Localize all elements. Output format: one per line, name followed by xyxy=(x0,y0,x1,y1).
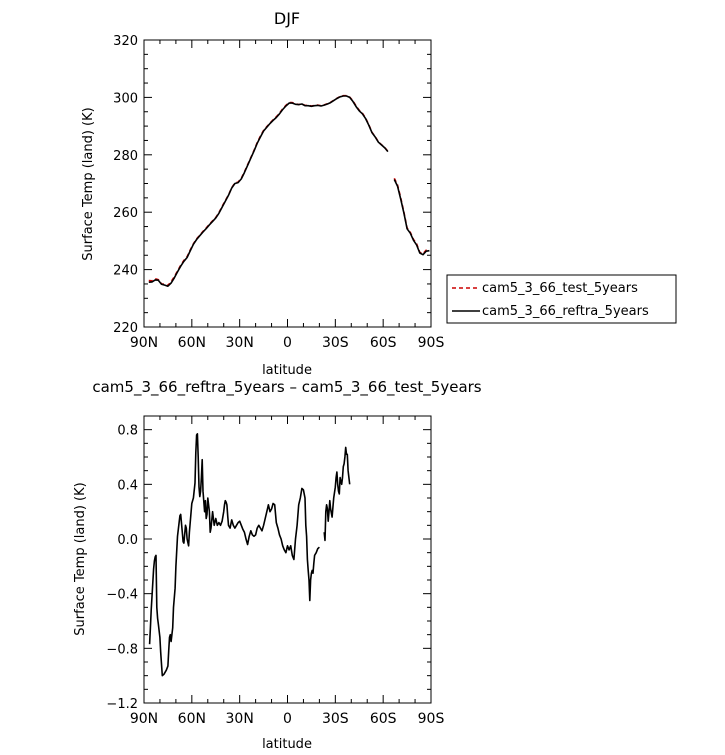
y-tick-label: 220 xyxy=(113,321,138,336)
difference-line-segment-1 xyxy=(323,446,351,542)
x-tick-label: 0 xyxy=(283,335,292,351)
x-tick-label: 0 xyxy=(283,711,292,727)
x-tick-label: 30N xyxy=(226,335,254,351)
x-tick-label: 60S xyxy=(370,711,397,727)
y-tick-label: −0.4 xyxy=(106,588,138,603)
legend-entry-test: cam5_3_66_test_5years xyxy=(482,281,638,296)
bottom-chart-title: cam5_3_66_reftra_5years – cam5_3_66_test… xyxy=(92,378,481,397)
cam5_3_66_reftra_5years-line-segment-1 xyxy=(393,179,430,256)
y-tick-label: 260 xyxy=(113,206,138,221)
cam5_3_66_reftra_5years-line-segment-0 xyxy=(148,95,389,287)
top-plot-frame xyxy=(143,39,432,328)
bottom-panel: cam5_3_66_reftra_5years – cam5_3_66_test… xyxy=(73,378,482,752)
top-y-axis-label: Surface Temp (land) (K) xyxy=(81,107,96,260)
bottom-x-tick-labels: 90N 60N 30N 0 30S 60S 90S xyxy=(130,711,445,727)
top-x-tick-labels: 90N 60N 30N 0 30S 60S 90S xyxy=(130,335,445,351)
y-tick-label: 300 xyxy=(113,91,138,106)
top-y-tick-labels: 220 240 260 280 300 320 xyxy=(113,34,138,336)
x-tick-label: 60N xyxy=(178,711,206,727)
top-chart-title: DJF xyxy=(274,9,300,28)
x-tick-label: 60S xyxy=(370,335,397,351)
bottom-y-axis-label: Surface Temp (land) (K) xyxy=(73,482,88,635)
y-tick-label: 0.8 xyxy=(117,424,138,439)
top-ticks xyxy=(143,39,432,328)
y-tick-label: 0.4 xyxy=(117,478,138,493)
x-tick-label: 30N xyxy=(226,711,254,727)
x-tick-label: 30S xyxy=(322,711,349,727)
bottom-y-tick-labels: −1.2 −0.8 −0.4 0.0 0.4 0.8 xyxy=(106,424,138,712)
y-tick-label: 0.0 xyxy=(117,533,138,548)
bottom-plot-frame xyxy=(143,415,432,704)
legend: cam5_3_66_test_5years cam5_3_66_reftra_5… xyxy=(446,274,677,324)
bottom-series xyxy=(148,433,351,677)
y-tick-label: 240 xyxy=(113,264,138,279)
legend-box xyxy=(446,274,677,324)
x-tick-label: 90N xyxy=(130,335,158,351)
x-tick-label: 90S xyxy=(418,711,445,727)
y-tick-label: 280 xyxy=(113,149,138,164)
difference-line-segment-0 xyxy=(148,433,320,677)
y-tick-label: −1.2 xyxy=(106,697,138,712)
y-tick-label: −0.8 xyxy=(106,642,138,657)
x-tick-label: 30S xyxy=(322,335,349,351)
y-tick-label: 320 xyxy=(113,34,138,49)
top-series xyxy=(148,94,430,287)
top-x-axis-label: latitude xyxy=(262,363,312,378)
x-tick-label: 90S xyxy=(418,335,445,351)
x-tick-label: 60N xyxy=(178,335,206,351)
legend-entry-reftra: cam5_3_66_reftra_5years xyxy=(482,304,649,319)
cam5_3_66_test_5years-line-segment-0 xyxy=(148,94,389,287)
bottom-x-axis-label: latitude xyxy=(262,737,312,752)
bottom-ticks xyxy=(143,415,432,704)
cam5_3_66_test_5years-line-segment-1 xyxy=(393,177,430,255)
x-tick-label: 90N xyxy=(130,711,158,727)
